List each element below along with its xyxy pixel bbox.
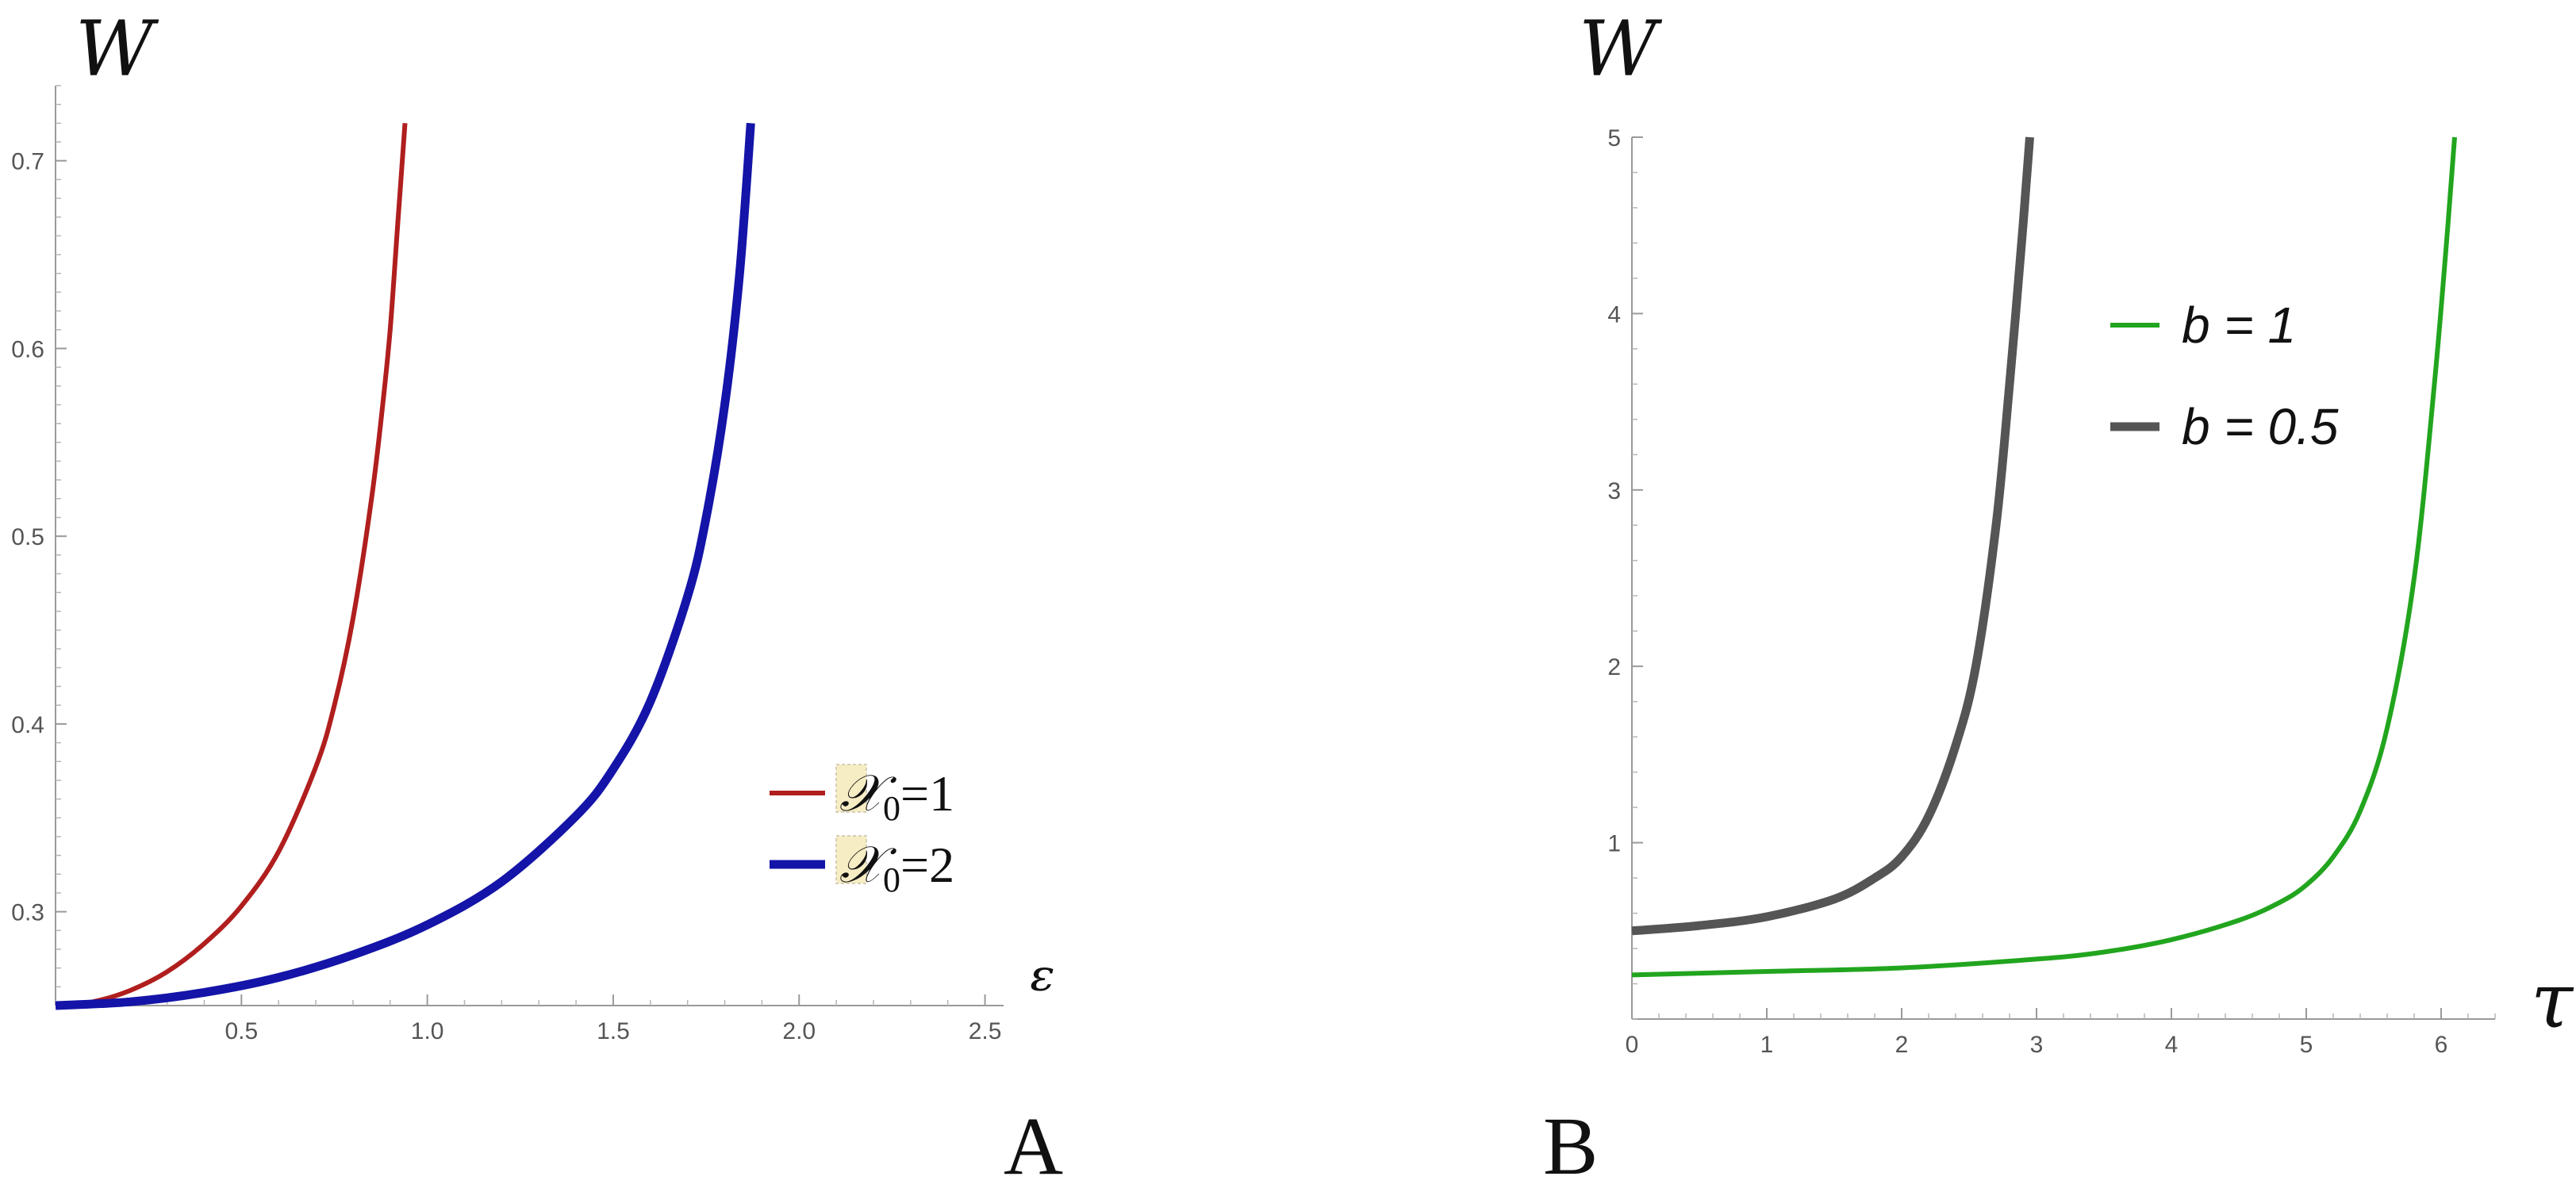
legend-highlight [835, 764, 867, 813]
x-tick-label: 1.0 [411, 1018, 444, 1044]
y-tick-label: 4 [1607, 301, 1621, 328]
panel-a-axes [55, 86, 1004, 1006]
y-tick-label: 0.6 [11, 336, 44, 362]
panel-a-series-lines [55, 122, 755, 1010]
y-tick-label: 0.5 [11, 524, 44, 550]
x-tick-label: 0 [1626, 1032, 1639, 1058]
x-tick-label: 4 [2165, 1032, 2179, 1058]
panel-b-legend: b = 1 b = 0.5 [2110, 297, 2339, 455]
panel-b-series-lines [1631, 136, 2457, 978]
legend-highlight [835, 835, 867, 884]
x-tick-label: 1.5 [597, 1018, 630, 1044]
panel-a-series-line-2 [55, 122, 755, 1010]
y-tick-label: 2 [1607, 654, 1621, 680]
y-tick-label: 0.4 [11, 712, 44, 738]
panel-a-chart: 0.5 1.0 1.5 2.0 2.50.30.40.50.60.7 W ᵋ 𝒳0=1𝒳… [11, 5, 1063, 1184]
panel-a-ticks: 0.5 1.0 1.5 2.0 2.5 0.3 0.4 0.5 0.6 0.7 [11, 85, 1002, 1044]
panel-a-x-axis-title: ᵋ [1023, 945, 1056, 1033]
panel-b-series-line-2 [1631, 136, 2034, 936]
x-tick-label: 5 [2300, 1032, 2313, 1058]
legend-label-1: 𝒳0=1 [839, 765, 954, 828]
panel-b-x-axis-title: τ [2531, 956, 2574, 1045]
panel-b-chart: 0 1 2 3 4 5 6 1 2 3 4 5 W τ b = 1 b = 0.5 B [1543, 5, 2574, 1184]
panel-a-label: A [1004, 1101, 1063, 1184]
x-tick-label: 2 [1895, 1032, 1909, 1058]
panel-b-y-axis-title: W [1579, 5, 1663, 94]
panel-b-ticks: 0 1 2 3 4 5 6 1 2 3 4 5 [1607, 125, 2496, 1058]
panel-a-series-line-1 [55, 123, 408, 1008]
x-tick-label: 0.5 [225, 1018, 258, 1044]
panel-b-series-line-1 [1631, 136, 2457, 978]
x-tick-label: 2.5 [969, 1018, 1002, 1044]
legend-label-2: 𝒳0=2 [839, 837, 954, 899]
panel-b-label: B [1543, 1101, 1598, 1184]
y-tick-label: 5 [1607, 125, 1621, 151]
y-tick-label: 1 [1607, 831, 1621, 857]
x-tick-label: 1 [1760, 1032, 1774, 1058]
x-tick-label: 3 [2030, 1032, 2044, 1058]
panel-a-y-axis-title: W [75, 5, 159, 94]
y-tick-label: 0.7 [11, 149, 44, 175]
x-tick-label: 6 [2435, 1032, 2448, 1058]
y-tick-label: 3 [1607, 478, 1621, 504]
legend-label-2: b = 0.5 [2182, 398, 2339, 455]
y-tick-label: 0.3 [11, 900, 44, 926]
panel-a-legend: 𝒳0=1 𝒳0=2 [770, 764, 954, 899]
panel-b-axes [1631, 137, 2495, 1020]
x-tick-label: 2.0 [782, 1018, 816, 1044]
legend-label-1: b = 1 [2182, 297, 2296, 354]
